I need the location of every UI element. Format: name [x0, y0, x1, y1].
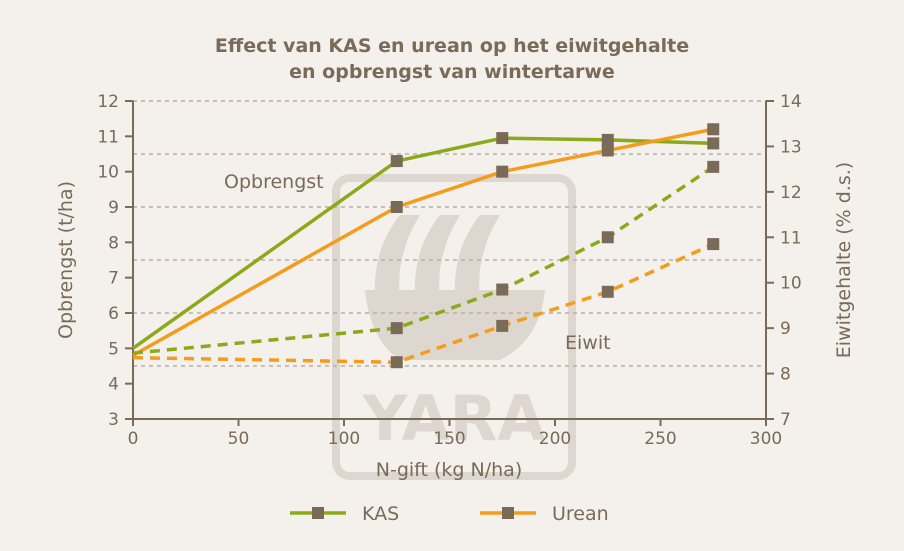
y-axis-label: Opbrengst (t/ha): [55, 181, 77, 339]
y-tick-label: 10: [97, 163, 119, 183]
chart-title-line-1: Effect van KAS en urean op het eiwitgeha…: [215, 35, 689, 57]
x-tick-label: 100: [328, 429, 360, 449]
x-tick-label: 250: [644, 429, 676, 449]
x-tick-label: 200: [539, 429, 571, 449]
data-point-kas-opbrengst: [496, 132, 509, 145]
y-tick-label: 5: [108, 339, 119, 359]
y2-tick-label: 9: [780, 319, 791, 339]
y-tick-label: 4: [108, 375, 119, 395]
y2-tick-label: 13: [780, 137, 802, 157]
y2-tick-label: 12: [780, 183, 802, 203]
data-point-urean-opbrengst: [496, 165, 509, 178]
chart-title-line-2: en opbrengst van wintertarwe: [289, 61, 615, 83]
y-tick-label: 9: [108, 198, 119, 218]
legend-label-kas: KAS: [362, 503, 399, 525]
gridlines: [133, 100, 766, 367]
y2-tick-label: 7: [780, 410, 791, 430]
x-tick-label: 50: [228, 429, 250, 449]
series-kas-opbrengst: [131, 132, 720, 350]
x-tick-label: 150: [433, 429, 465, 449]
legend-item-urean: Urean: [480, 503, 609, 525]
data-point-urean-eiwit: [601, 285, 614, 298]
series-urean-opbrengst: [132, 123, 720, 357]
x-axis-label: N-gift (kg N/ha): [376, 459, 522, 481]
annotation-opbrengst: Opbrengst: [224, 171, 324, 193]
legend-label-urean: Urean: [552, 503, 609, 525]
y-tick-label: 12: [97, 92, 119, 112]
data-point-urean-eiwit: [707, 238, 720, 251]
series-urean-eiwit: [132, 238, 720, 369]
data-point-kas-eiwit: [707, 160, 720, 173]
data-point-urean-opbrengst: [601, 144, 614, 157]
y-tick-label: 6: [108, 304, 119, 324]
y-tick-label: 3: [108, 410, 119, 430]
data-point-kas-eiwit: [601, 231, 614, 244]
y2-axis-label: Eiwitgehalte (% d.s.): [833, 162, 855, 358]
axes: 0 50 100 150 200 250 300 3 4 5 6 7 8 9 10 11 12 7 8 9 10 11 12…: [97, 92, 801, 449]
data-point-kas-opbrengst: [707, 137, 720, 150]
data-point-kas-opbrengst: [601, 133, 614, 146]
data-point-urean-eiwit: [390, 356, 403, 369]
x-tick-label: 300: [750, 429, 782, 449]
legend: KAS Urean: [290, 503, 609, 525]
data-point-urean-opbrengst: [707, 123, 720, 136]
data-point-kas-eiwit: [390, 322, 403, 335]
data-point-kas-opbrengst: [390, 155, 403, 168]
x-tick-label: 0: [128, 429, 139, 449]
y2-tick-label: 14: [780, 92, 802, 112]
y-tick-label: 7: [108, 269, 119, 289]
series-kas-eiwit: [132, 160, 720, 355]
y2-tick-label: 8: [780, 365, 791, 385]
annotation-eiwit: Eiwit: [565, 332, 611, 354]
y-tick-label: 11: [97, 127, 119, 147]
data-point-urean-eiwit: [496, 319, 509, 332]
legend-item-kas: KAS: [290, 503, 399, 525]
y-tick-label: 8: [108, 233, 119, 253]
y2-tick-label: 10: [780, 274, 802, 294]
y2-tick-label: 11: [780, 228, 802, 248]
data-point-kas-eiwit: [496, 283, 509, 296]
data-point-urean-opbrengst: [390, 201, 403, 213]
